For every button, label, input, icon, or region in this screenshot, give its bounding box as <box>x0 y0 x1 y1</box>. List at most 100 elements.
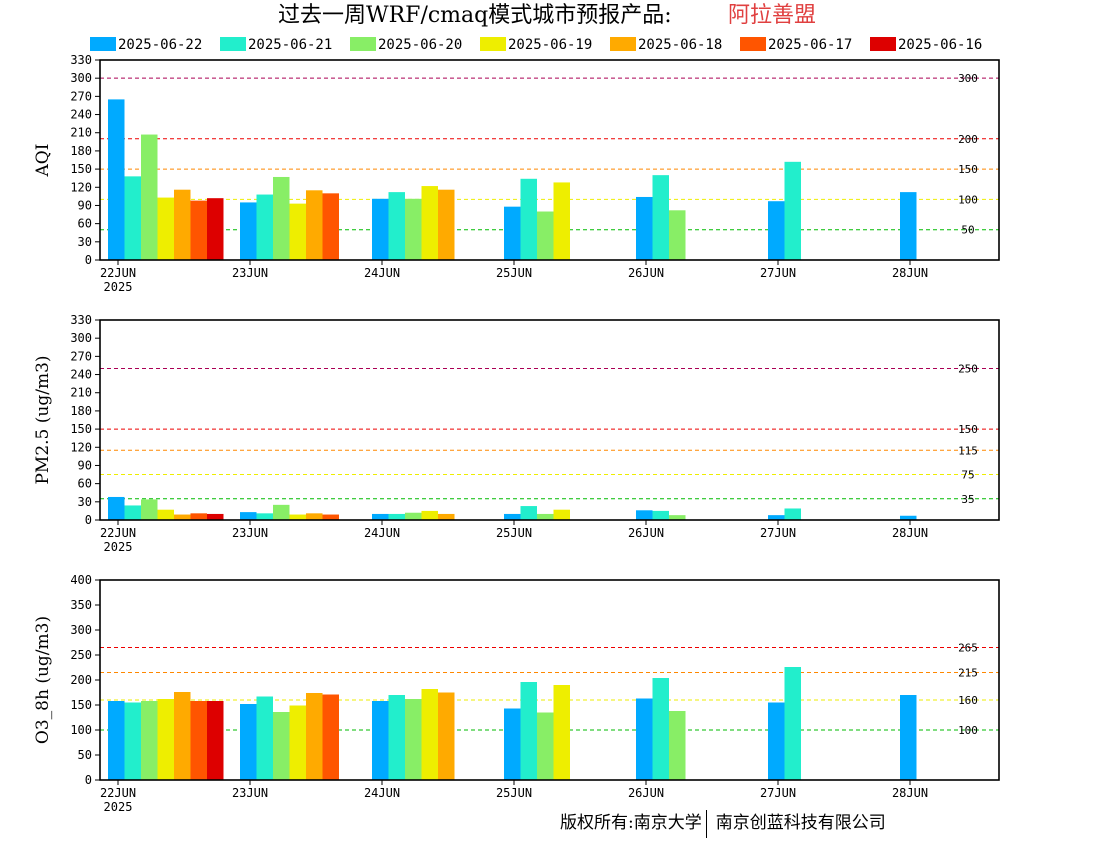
bar-2025-06-22-28JUN <box>900 515 917 520</box>
x-tick-label-28JUN: 28JUN <box>892 786 928 800</box>
bar-2025-06-20-25JUN <box>537 712 554 780</box>
bar-2025-06-20-26JUN <box>669 711 686 780</box>
bar-2025-06-22-24JUN <box>372 701 389 780</box>
x-tick-label-23JUN: 23JUN <box>232 526 268 540</box>
x-tick-label-24JUN: 24JUN <box>364 786 400 800</box>
bar-2025-06-22-22JUN <box>108 99 125 260</box>
threshold-label-300: 300 <box>958 72 978 85</box>
y-tick-label: 210 <box>70 126 92 140</box>
y-tick-label: 0 <box>85 513 92 527</box>
bar-2025-06-19-22JUN <box>157 509 174 520</box>
bar-2025-06-19-24JUN <box>421 510 438 520</box>
y-tick-label: 240 <box>70 368 92 382</box>
bar-2025-06-21-25JUN <box>520 506 537 520</box>
bar-2025-06-22-23JUN <box>240 202 257 260</box>
y-axis-label: O3_8h (ug/m3) <box>33 616 53 744</box>
bar-2025-06-22-22JUN <box>108 701 125 780</box>
y-tick-label: 0 <box>85 773 92 787</box>
bar-2025-06-21-27JUN <box>784 508 801 520</box>
threshold-label-160: 160 <box>958 694 978 707</box>
x-tick-label-27JUN: 27JUN <box>760 526 796 540</box>
x-tick-label-26JUN: 26JUN <box>628 526 664 540</box>
x-tick-label-26JUN: 26JUN <box>628 786 664 800</box>
y-tick-label: 150 <box>70 698 92 712</box>
legend-swatch-2025-06-19 <box>480 37 506 51</box>
y-tick-label: 180 <box>70 144 92 158</box>
legend-swatch-2025-06-21 <box>220 37 246 51</box>
panel-2: 250 150 115 75 35 0 30 60 90 120 150 180 210 240 270 30… <box>33 313 1000 554</box>
bar-2025-06-20-23JUN <box>273 504 290 520</box>
legend-label-2025-06-21: 2025-06-21 <box>248 37 332 53</box>
bar-2025-06-21-26JUN <box>652 175 669 260</box>
bar-2025-06-20-22JUN <box>141 499 158 520</box>
threshold-label-75: 75 <box>961 469 974 482</box>
bar-2025-06-17-22JUN <box>190 513 207 520</box>
y-axis-label: PM2.5 (ug/m3) <box>33 355 53 484</box>
bar-2025-06-21-25JUN <box>520 682 537 780</box>
bar-2025-06-22-27JUN <box>768 702 785 780</box>
bar-2025-06-22-27JUN <box>768 515 785 520</box>
bar-2025-06-17-23JUN <box>322 694 339 780</box>
y-tick-label: 400 <box>70 573 92 587</box>
bar-2025-06-20-23JUN <box>273 712 290 780</box>
y-tick-label: 270 <box>70 349 92 363</box>
legend: 2025-06-22 2025-06-21 2025-06-20 2025-06-19… <box>90 37 982 53</box>
bar-2025-06-18-24JUN <box>438 189 455 260</box>
y-tick-label: 350 <box>70 598 92 612</box>
bar-2025-06-22-25JUN <box>504 708 521 780</box>
threshold-label-100: 100 <box>958 193 978 206</box>
bar-2025-06-18-23JUN <box>306 190 323 260</box>
bar-2025-06-20-24JUN <box>405 512 422 520</box>
x-tick-label-26JUN: 26JUN <box>628 266 664 280</box>
bar-2025-06-17-23JUN <box>322 193 339 260</box>
x-tick-label-28JUN: 28JUN <box>892 526 928 540</box>
bar-2025-06-21-23JUN <box>256 513 273 520</box>
bar-2025-06-21-27JUN <box>784 161 801 260</box>
bar-2025-06-19-22JUN <box>157 197 174 260</box>
chart-title: 过去一周WRF/cmaq模式城市预报产品: <box>278 3 672 28</box>
bar-2025-06-19-25JUN <box>553 509 570 520</box>
bar-2025-06-22-23JUN <box>240 704 257 780</box>
bar-2025-06-16-22JUN <box>207 198 224 260</box>
bar-2025-06-20-24JUN <box>405 198 422 260</box>
x-tick-label-25JUN: 25JUN <box>496 526 532 540</box>
x-tick-label-25JUN: 25JUN <box>496 266 532 280</box>
threshold-label-150: 150 <box>958 423 978 436</box>
bar-2025-06-21-23JUN <box>256 194 273 260</box>
bar-2025-06-20-26JUN <box>669 210 686 260</box>
bar-2025-06-18-23JUN <box>306 513 323 520</box>
legend-label-2025-06-16: 2025-06-16 <box>898 37 982 53</box>
bar-2025-06-20-22JUN <box>141 701 158 780</box>
x-tick-label-23JUN: 23JUN <box>232 786 268 800</box>
bar-2025-06-18-22JUN <box>174 692 191 780</box>
threshold-label-115: 115 <box>958 444 978 457</box>
y-tick-label: 90 <box>78 198 92 212</box>
bar-2025-06-21-24JUN <box>388 695 405 780</box>
bar-2025-06-22-24JUN <box>372 198 389 260</box>
threshold-label-265: 265 <box>958 642 978 655</box>
panel-1: 300 200 150 100 50 0 30 60 90 120 150 180 210 240 270 3… <box>33 53 1000 294</box>
y-tick-label: 300 <box>70 623 92 637</box>
bar-2025-06-18-23JUN <box>306 693 323 780</box>
x-tick-year: 2025 <box>104 540 133 554</box>
x-tick-year: 2025 <box>104 280 133 294</box>
bar-2025-06-19-22JUN <box>157 699 174 780</box>
footer-separator <box>705 809 707 838</box>
y-tick-label: 100 <box>70 723 92 737</box>
x-tick-label-27JUN: 27JUN <box>760 266 796 280</box>
bar-2025-06-22-26JUN <box>636 196 653 260</box>
threshold-label-200: 200 <box>958 133 978 146</box>
bar-2025-06-22-25JUN <box>504 206 521 260</box>
y-tick-label: 150 <box>70 422 92 436</box>
y-tick-label: 50 <box>78 748 92 762</box>
bar-2025-06-20-23JUN <box>273 176 290 260</box>
y-tick-label: 330 <box>70 53 92 67</box>
legend-label-2025-06-20: 2025-06-20 <box>378 37 462 53</box>
bar-2025-06-21-26JUN <box>652 678 669 780</box>
y-tick-label: 60 <box>78 217 92 231</box>
bar-2025-06-18-24JUN <box>438 692 455 780</box>
y-tick-label: 240 <box>70 108 92 122</box>
footer-copyright-company: 南京创蓝科技有限公司 <box>715 813 886 833</box>
legend-swatch-2025-06-16 <box>870 37 896 51</box>
